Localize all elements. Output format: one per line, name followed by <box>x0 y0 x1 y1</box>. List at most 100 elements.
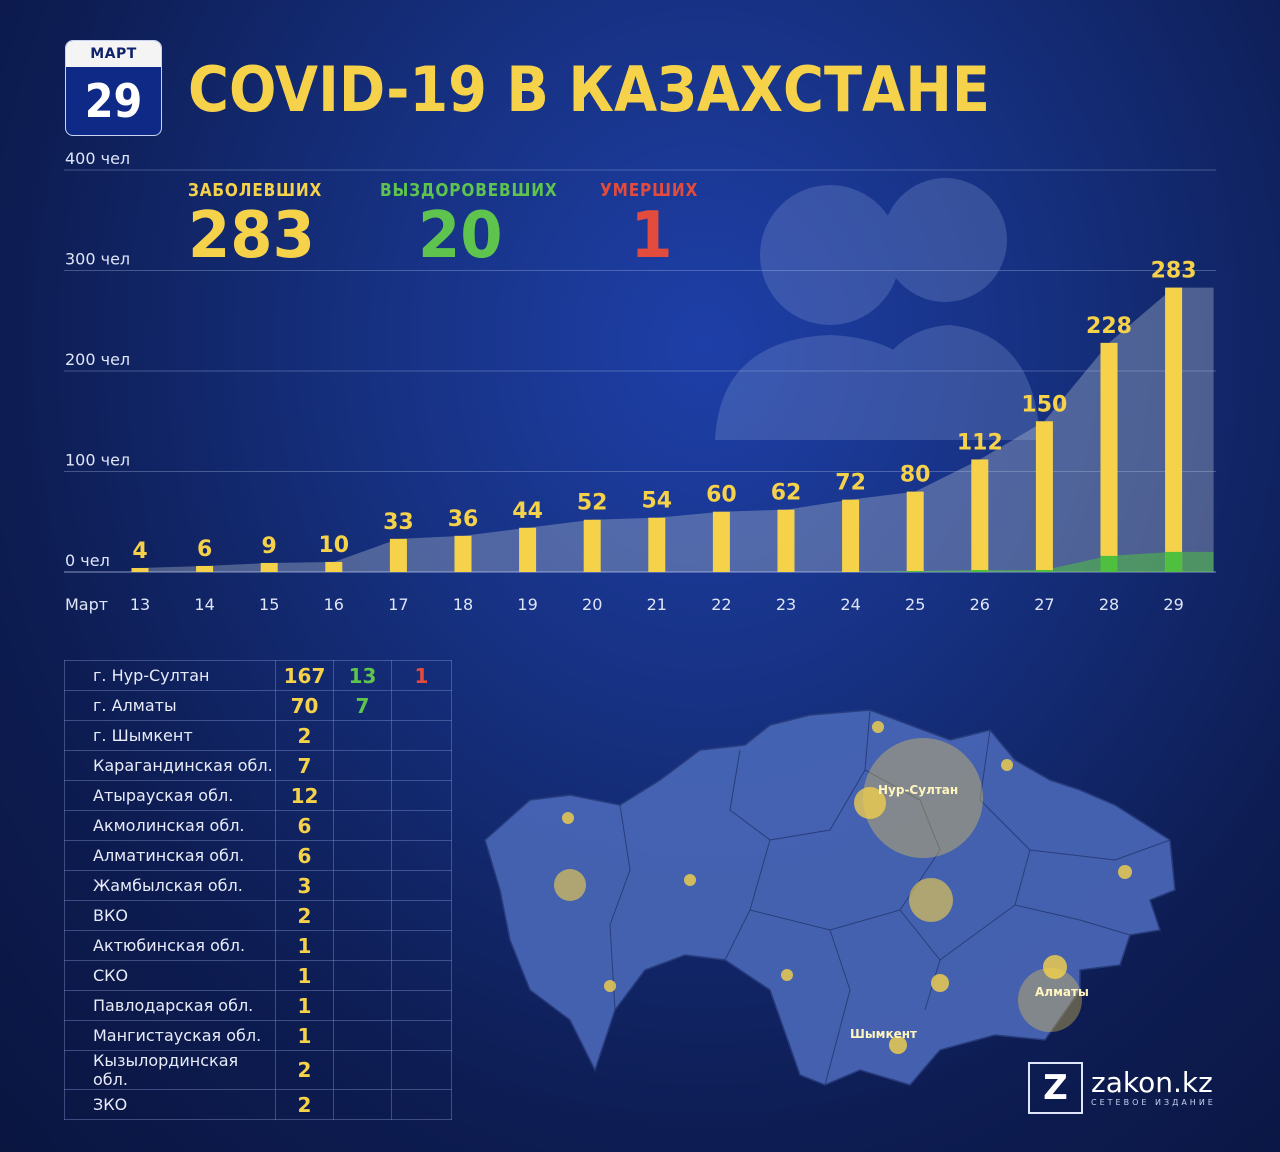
map-label-nur-sultan: Нур-Султан <box>878 783 958 797</box>
region-deaths <box>391 1089 452 1120</box>
region-recovered: 7 <box>333 690 392 721</box>
bar <box>712 511 730 572</box>
region-name: Жамбылская обл. <box>64 870 276 901</box>
stat-cases: ЗАБОЛЕВШИХ 283 <box>188 180 346 270</box>
bar <box>196 565 214 572</box>
region-recovered <box>333 720 392 751</box>
region-name: Акмолинская обл. <box>64 810 276 841</box>
region-recovered <box>333 990 392 1021</box>
bar <box>777 509 795 572</box>
brand: Z zakon.kz СЕТЕВОЕ ИЗДАНИЕ <box>1028 1062 1216 1114</box>
region-cases: 167 <box>275 660 334 691</box>
table-row: Мангистауская обл. 1 <box>64 1020 452 1051</box>
x-tick-label: 28 <box>1099 595 1119 614</box>
map-region-borders <box>609 709 1171 1086</box>
region-cases: 3 <box>275 870 334 901</box>
map-bubble-karaganda <box>854 787 886 819</box>
stat-deaths: УМЕРШИХ 1 <box>600 180 715 270</box>
table-row: Кызылординская обл. 2 <box>64 1050 452 1090</box>
region-cases: 6 <box>275 840 334 871</box>
recovered-bar <box>1035 569 1053 572</box>
map-outline <box>484 709 1176 1086</box>
stat-cases-value: 283 <box>188 199 315 273</box>
table-row: Акмолинская обл. 6 <box>64 810 452 841</box>
x-axis-prefix: Март <box>65 595 108 614</box>
region-deaths <box>391 1050 452 1090</box>
bar-value-label: 62 <box>771 481 802 506</box>
region-recovered <box>333 900 392 931</box>
map-bubble-almaty <box>1018 968 1082 1032</box>
bar <box>1100 342 1118 572</box>
region-recovered <box>333 870 392 901</box>
cases-chart: 0 чел 100 чел 200 чел 300 чел 400 чел 4 6 9 10 3… <box>64 149 1216 614</box>
x-tick-label: 16 <box>324 595 344 614</box>
x-tick-label: 21 <box>647 595 667 614</box>
region-table: г. Нур-Султан 167 13 1 г. Алматы 70 7 г. Шымкен… <box>64 660 452 1120</box>
page-title: COVID-19 В КАЗАХСТАНЕ <box>188 53 991 126</box>
region-name: г. Нур-Султан <box>64 660 276 691</box>
bar-value-label: 150 <box>1021 392 1067 417</box>
people-silhouette-icon <box>715 178 1040 440</box>
region-recovered <box>333 840 392 871</box>
bar <box>1165 287 1183 572</box>
region-deaths: 1 <box>391 660 452 691</box>
x-tick-label: 25 <box>905 595 925 614</box>
bar-value-label: 52 <box>577 491 608 516</box>
date-day: 29 <box>84 74 143 128</box>
y-tick-label: 0 чел <box>65 551 110 570</box>
x-tick-label: 20 <box>582 595 602 614</box>
bar-value-label: 33 <box>383 510 414 535</box>
region-name: г. Шымкент <box>64 720 276 751</box>
region-cases: 1 <box>275 990 334 1021</box>
table-row: г. Алматы 70 7 <box>64 690 452 721</box>
stat-recovered: ВЫЗДОРОВЕВШИХ 20 <box>380 180 589 270</box>
map-bubble-pavlodar <box>1001 759 1013 771</box>
region-deaths <box>391 960 452 991</box>
region-recovered <box>333 750 392 781</box>
bar <box>842 499 860 572</box>
table-row: г. Нур-Султан 167 13 1 <box>64 660 452 691</box>
map-bubble-aktobe <box>684 874 696 886</box>
region-name: Кызылординская обл. <box>64 1050 276 1090</box>
x-tick-label: 24 <box>840 595 860 614</box>
bar <box>648 517 666 572</box>
region-recovered <box>333 1020 392 1051</box>
bar <box>389 538 407 572</box>
table-row: Карагандинская обл. 7 <box>64 750 452 781</box>
recovered-bar <box>1165 551 1183 572</box>
table-row: Алматинская обл. 6 <box>64 840 452 871</box>
stat-recovered-label: ВЫЗДОРОВЕВШИХ <box>380 180 558 201</box>
bar <box>971 459 989 572</box>
region-recovered <box>333 780 392 811</box>
table-row: Павлодарская обл. 1 <box>64 990 452 1021</box>
x-tick-label: 13 <box>130 595 150 614</box>
region-deaths <box>391 1020 452 1051</box>
region-cases: 1 <box>275 1020 334 1051</box>
region-name: ЗКО <box>64 1089 276 1120</box>
region-recovered <box>333 810 392 841</box>
cases-area <box>130 287 1214 572</box>
bar <box>1035 421 1053 572</box>
bar-value-label: 44 <box>512 499 543 524</box>
region-cases: 1 <box>275 930 334 961</box>
bar-value-label: 36 <box>448 507 479 532</box>
y-tick-label: 300 чел <box>65 250 130 269</box>
region-recovered <box>333 1050 392 1090</box>
map-bubble-sko <box>872 721 884 733</box>
bar-value-label: 228 <box>1086 314 1132 339</box>
bar-value-label: 60 <box>706 483 737 508</box>
y-tick-label: 400 чел <box>65 149 130 168</box>
x-tick-label: 15 <box>259 595 279 614</box>
bar-value-label: 72 <box>835 471 866 496</box>
region-recovered: 13 <box>333 660 392 691</box>
region-name: г. Алматы <box>64 690 276 721</box>
map-bubble-zhambyl <box>931 974 949 992</box>
region-deaths <box>391 720 452 751</box>
bar <box>519 527 537 572</box>
x-tick-label: 26 <box>970 595 990 614</box>
bar <box>325 561 343 572</box>
x-tick-label: 17 <box>388 595 408 614</box>
region-deaths <box>391 690 452 721</box>
map-bubble-west <box>554 869 586 901</box>
stat-recovered-value: 20 <box>418 199 503 273</box>
